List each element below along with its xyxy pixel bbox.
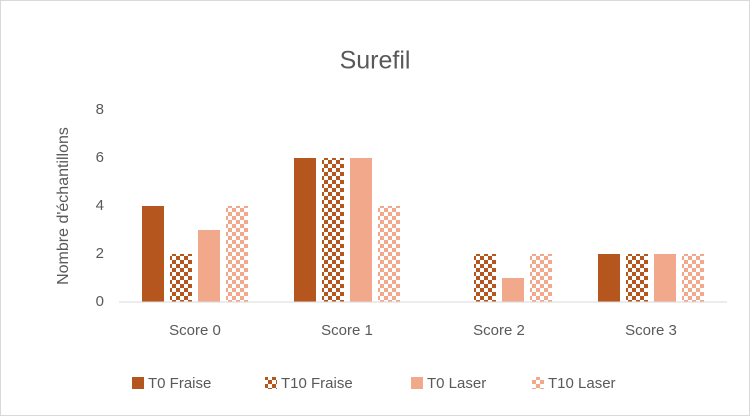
- y-tick-label: 6: [96, 149, 104, 166]
- x-tick-label: Score 1: [321, 322, 373, 339]
- bar: [654, 254, 676, 302]
- legend-swatch: [265, 377, 277, 389]
- bar: [682, 254, 704, 302]
- bar: [474, 254, 496, 302]
- legend-label: T10 Fraise: [281, 375, 353, 392]
- bar: [198, 230, 220, 302]
- bar: [294, 158, 316, 302]
- bar: [598, 254, 620, 302]
- bar: [142, 206, 164, 302]
- x-tick-label: Score 0: [169, 322, 221, 339]
- legend-label: T0 Laser: [427, 375, 486, 392]
- x-tick-label: Score 2: [473, 322, 525, 339]
- legend-label: T0 Fraise: [148, 375, 211, 392]
- bar: [378, 206, 400, 302]
- legend-swatch: [411, 377, 423, 389]
- bar: [502, 278, 524, 302]
- y-tick-label: 8: [96, 101, 104, 118]
- y-axis-label: Nombre d'échantillons: [55, 127, 72, 285]
- bar: [170, 254, 192, 302]
- bar: [322, 158, 344, 302]
- legend-swatch: [532, 377, 544, 389]
- bar: [530, 254, 552, 302]
- y-tick-label: 4: [96, 197, 104, 214]
- legend-label: T10 Laser: [548, 375, 616, 392]
- bar: [626, 254, 648, 302]
- x-tick-label: Score 3: [625, 322, 677, 339]
- y-tick-label: 0: [96, 293, 104, 310]
- chart-title: Surefil: [340, 47, 411, 75]
- bar: [350, 158, 372, 302]
- bar: [226, 206, 248, 302]
- y-tick-label: 2: [96, 245, 104, 262]
- legend-swatch: [132, 377, 144, 389]
